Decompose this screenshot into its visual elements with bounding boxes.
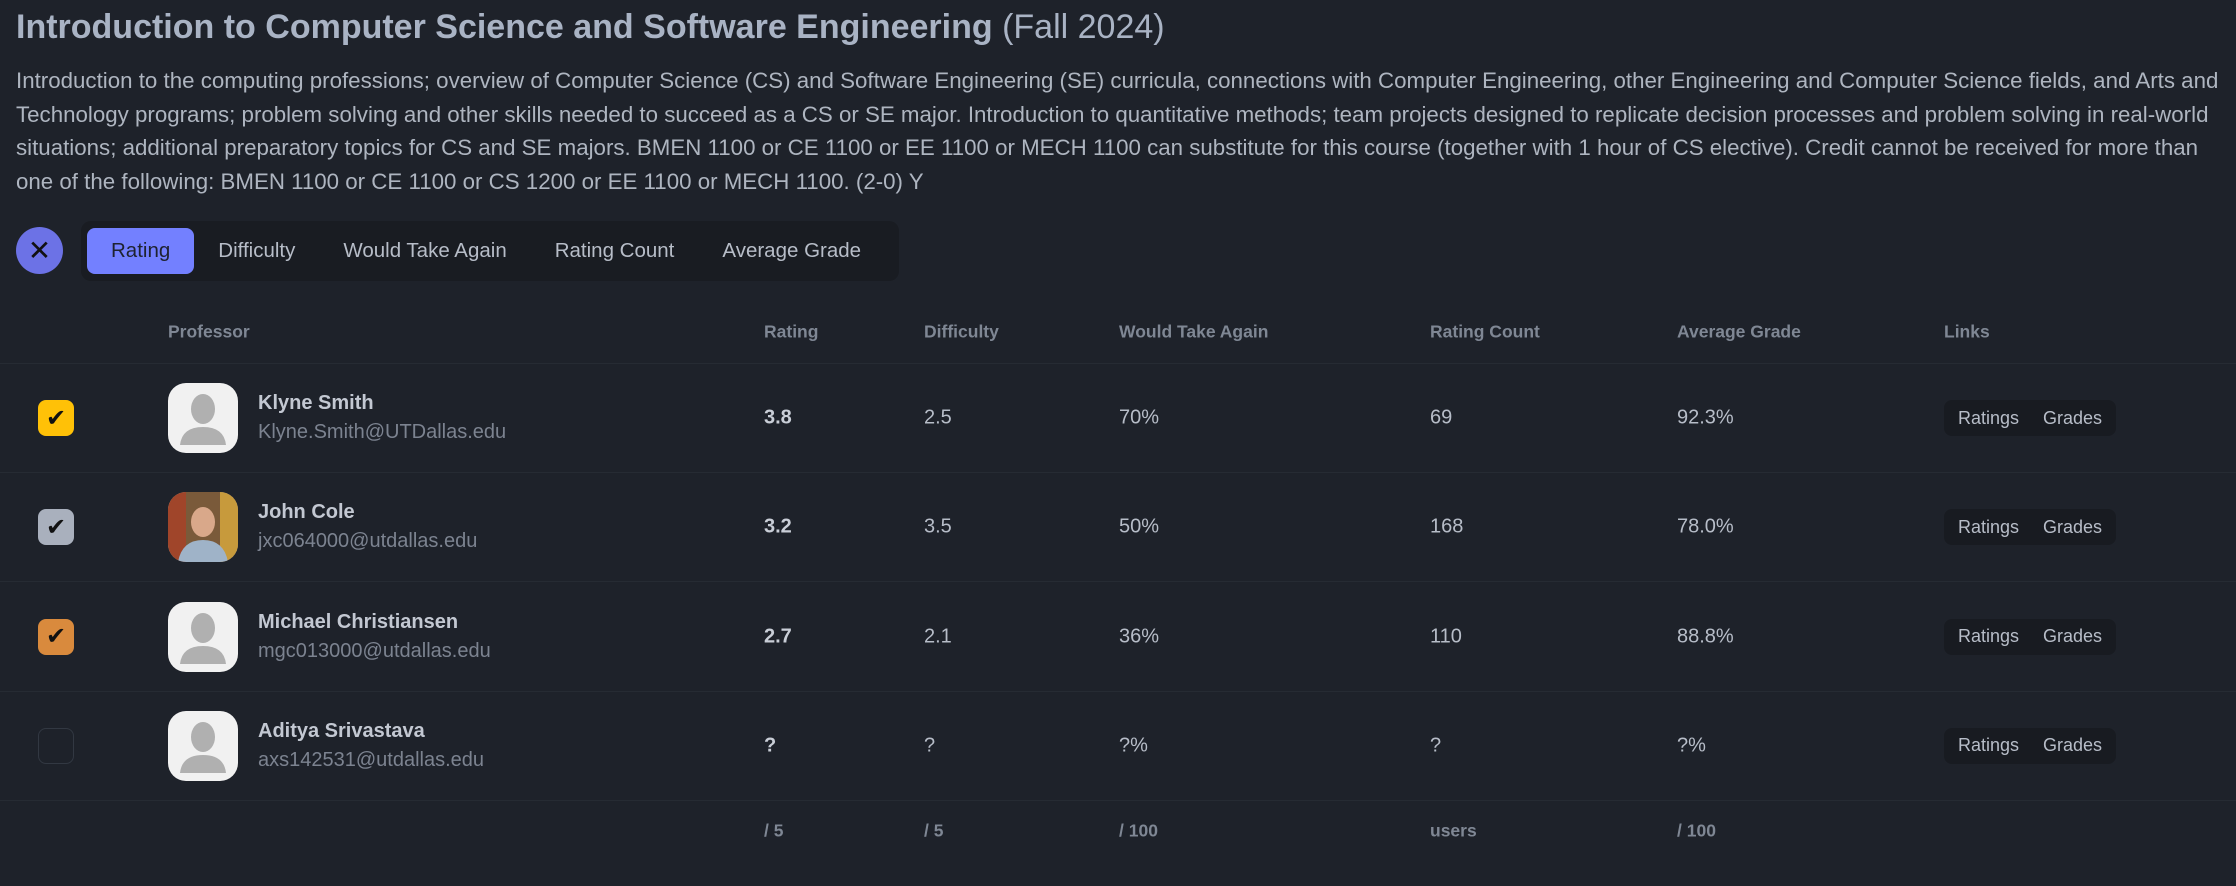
difficulty-value: 2.5 xyxy=(924,406,952,429)
professor-info: John Cole jxc064000@utdallas.edu xyxy=(258,501,477,553)
professor-email: Klyne.Smith@UTDallas.edu xyxy=(258,421,507,443)
check-icon: ✔ xyxy=(45,623,67,651)
rating-value: 2.7 xyxy=(764,625,792,648)
professor-info: Michael Christiansen mgc013000@utdallas.e… xyxy=(258,611,491,663)
difficulty-value: ? xyxy=(924,734,936,757)
average-grade-value: 78.0% xyxy=(1677,515,1734,538)
sort-tabs: Rating Difficulty Would Take Again Ratin… xyxy=(81,221,899,281)
links-group: Ratings Grades xyxy=(1944,618,2117,655)
would-take-again-value: 50% xyxy=(1119,515,1160,538)
col-professor[interactable]: Professor xyxy=(168,321,250,341)
row-checkbox[interactable]: ✔ xyxy=(38,509,74,546)
table-header: Professor Rating Difficulty Would Take A… xyxy=(0,300,2236,364)
would-take-again-value: 36% xyxy=(1119,625,1160,648)
professor-name: John Cole xyxy=(258,501,355,524)
footer-wta-scale: / 100 xyxy=(1119,820,1158,841)
difficulty-value: 3.5 xyxy=(924,515,952,538)
footer-difficulty-scale: / 5 xyxy=(924,820,944,841)
difficulty-value: 2.1 xyxy=(924,625,952,648)
course-description: Introduction to the computing profession… xyxy=(16,68,2219,194)
professor-info: Aditya Srivastava axs142531@utdallas.edu xyxy=(258,720,484,772)
footer-rating-scale: / 5 xyxy=(764,820,784,841)
avatar xyxy=(168,383,238,453)
table-footer: / 5 / 5 / 100 users / 100 xyxy=(0,800,2236,862)
col-difficulty[interactable]: Difficulty xyxy=(924,321,999,341)
row-checkbox[interactable]: ✔ xyxy=(38,618,74,655)
row-checkbox[interactable]: ✔ xyxy=(38,400,74,436)
table-row: ✔ John Cole jxc064000@utdallas.edu 3.2 3.… xyxy=(0,473,2236,583)
rating-count-value: 168 xyxy=(1430,515,1464,538)
grades-link[interactable]: Grades xyxy=(2043,516,2103,537)
close-button[interactable]: ✕ xyxy=(16,227,63,274)
rating-value: ? xyxy=(764,734,777,757)
professor-info: Klyne Smith Klyne.Smith@UTDallas.edu xyxy=(258,392,506,444)
col-rating[interactable]: Rating xyxy=(764,321,819,341)
links-group: Ratings Grades xyxy=(1944,400,2117,436)
row-checkbox[interactable] xyxy=(38,727,74,764)
tab-would-take-again[interactable]: Would Take Again xyxy=(343,239,507,262)
avatar xyxy=(168,710,238,781)
table-row: ✔ Michael Christiansen mgc013000@utdallas… xyxy=(0,583,2236,692)
professor-email: jxc064000@utdallas.edu xyxy=(258,530,478,553)
tab-difficulty[interactable]: Difficulty xyxy=(218,239,296,262)
professor-name: Klyne Smith xyxy=(258,392,374,414)
average-grade-value: 88.8% xyxy=(1677,625,1734,648)
table-row: ✔ Klyne Smith Klyne.Smith@UTDallas.edu 3.… xyxy=(0,364,2236,473)
rating-count-value: 69 xyxy=(1430,406,1453,429)
course-title: Introduction to Computer Science and Sof… xyxy=(16,8,993,46)
check-icon: ✔ xyxy=(45,513,67,541)
would-take-again-value: 70% xyxy=(1119,406,1160,429)
professor-email: axs142531@utdallas.edu xyxy=(258,748,485,771)
grades-link[interactable]: Grades xyxy=(2043,735,2103,756)
average-grade-value: ?% xyxy=(1677,734,1706,757)
tab-average-grade[interactable]: Average Grade xyxy=(722,239,862,262)
col-would-take-again[interactable]: Would Take Again xyxy=(1119,321,1269,341)
tab-rating-count[interactable]: Rating Count xyxy=(554,239,675,262)
page-title: Introduction to Computer Science and Sof… xyxy=(16,8,1165,47)
professor-name: Aditya Srivastava xyxy=(258,719,425,742)
close-icon: ✕ xyxy=(27,235,52,266)
footer-count-unit: users xyxy=(1430,820,1477,841)
avatar xyxy=(168,601,238,672)
col-links: Links xyxy=(1944,321,1990,341)
rating-value: 3.2 xyxy=(764,515,792,538)
tab-rating[interactable]: Rating xyxy=(87,228,195,274)
ratings-link[interactable]: Ratings xyxy=(1958,735,2020,756)
footer-grade-scale: / 100 xyxy=(1677,820,1716,841)
ratings-link[interactable]: Ratings xyxy=(1958,626,2020,647)
links-group: Ratings Grades xyxy=(1944,727,2117,764)
course-term: (Fall 2024) xyxy=(1002,8,1165,46)
col-rating-count[interactable]: Rating Count xyxy=(1430,321,1540,341)
links-group: Ratings Grades xyxy=(1944,509,2117,546)
ratings-link[interactable]: Ratings xyxy=(1958,407,2020,428)
professor-email: mgc013000@utdallas.edu xyxy=(258,639,491,662)
would-take-again-value: ?% xyxy=(1119,734,1148,757)
check-icon: ✔ xyxy=(45,404,67,432)
average-grade-value: 92.3% xyxy=(1677,406,1734,429)
rating-count-value: ? xyxy=(1430,734,1442,757)
grades-link[interactable]: Grades xyxy=(2043,626,2103,647)
col-average-grade[interactable]: Average Grade xyxy=(1677,321,1801,341)
grades-link[interactable]: Grades xyxy=(2043,407,2103,428)
rating-count-value: 110 xyxy=(1430,625,1462,648)
professor-name: Michael Christiansen xyxy=(258,610,459,633)
table-row: Aditya Srivastava axs142531@utdallas.edu … xyxy=(0,692,2236,801)
rating-value: 3.8 xyxy=(764,406,792,429)
avatar xyxy=(168,492,238,563)
ratings-link[interactable]: Ratings xyxy=(1958,516,2020,537)
